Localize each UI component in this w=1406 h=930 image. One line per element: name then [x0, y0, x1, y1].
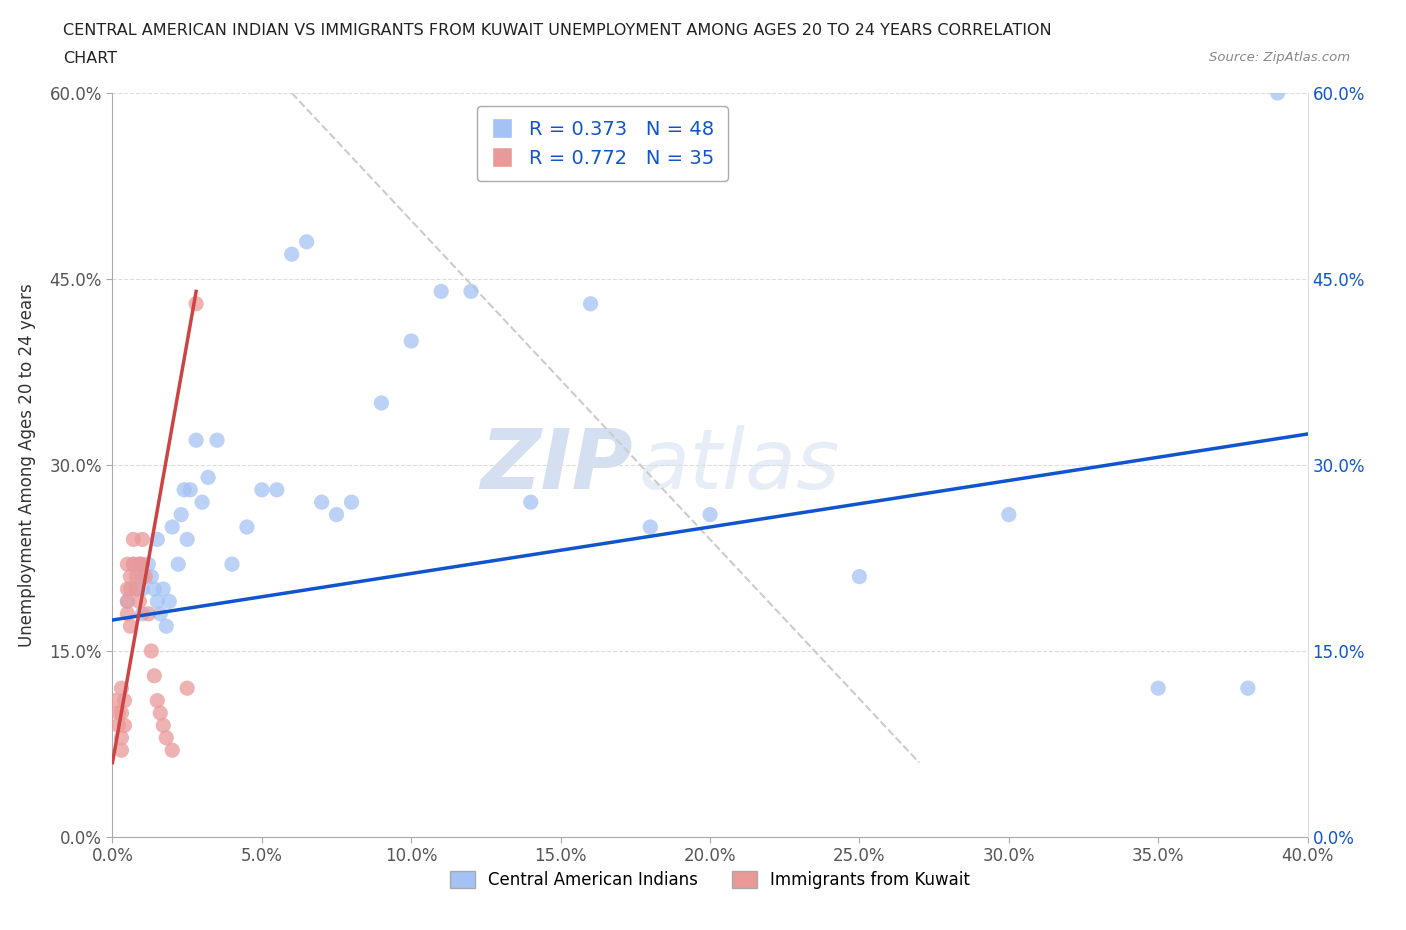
Point [125, 569, 148, 584]
Point [370, 395, 392, 410]
Point [141, 569, 163, 584]
Point [149, 706, 172, 721]
Point [110, 681, 132, 696]
Point [120, 618, 142, 633]
Point [117, 557, 139, 572]
Point [266, 483, 288, 498]
Point [114, 693, 135, 708]
Point [157, 594, 180, 609]
Point [236, 520, 259, 535]
Point [340, 495, 363, 510]
Point [173, 483, 195, 498]
Point [176, 681, 198, 696]
Point [143, 581, 166, 596]
Y-axis label: Unemployment Among Ages 20 to 24 years: Unemployment Among Ages 20 to 24 years [18, 283, 35, 647]
Point [117, 606, 139, 621]
Point [114, 718, 135, 733]
Point [134, 569, 156, 584]
Point [998, 507, 1021, 522]
Point [162, 520, 183, 535]
Point [179, 483, 201, 498]
Text: Source: ZipAtlas.com: Source: ZipAtlas.com [1209, 51, 1350, 64]
Point [460, 284, 482, 299]
Point [295, 234, 318, 249]
Point [131, 569, 153, 584]
Point [117, 594, 139, 609]
Point [311, 495, 333, 510]
Point [125, 581, 148, 596]
Point [221, 557, 243, 572]
Text: ZIP: ZIP [479, 424, 633, 506]
Point [848, 569, 870, 584]
Point [141, 644, 163, 658]
Point [281, 246, 304, 261]
Point [430, 284, 453, 299]
Point [205, 432, 228, 447]
Point [170, 507, 193, 522]
Point [110, 730, 132, 745]
Point [155, 730, 177, 745]
Point [146, 594, 169, 609]
Point [131, 557, 153, 572]
Point [122, 557, 145, 572]
Text: atlas: atlas [638, 424, 839, 506]
Point [640, 520, 662, 535]
Point [131, 581, 153, 596]
Point [1147, 681, 1170, 696]
Point [152, 581, 174, 596]
Point [120, 581, 142, 596]
Point [107, 718, 129, 733]
Point [122, 557, 145, 572]
Point [250, 483, 273, 498]
Point [146, 532, 169, 547]
Point [520, 495, 543, 510]
Point [104, 693, 127, 708]
Point [110, 706, 132, 721]
Point [176, 532, 198, 547]
Point [149, 606, 172, 621]
Point [155, 618, 177, 633]
Text: CHART: CHART [63, 51, 117, 66]
Point [325, 507, 347, 522]
Point [1267, 86, 1289, 100]
Text: CENTRAL AMERICAN INDIAN VS IMMIGRANTS FROM KUWAIT UNEMPLOYMENT AMONG AGES 20 TO : CENTRAL AMERICAN INDIAN VS IMMIGRANTS FR… [63, 23, 1052, 38]
Point [162, 743, 183, 758]
Point [1237, 681, 1260, 696]
Point [167, 557, 190, 572]
Point [107, 706, 129, 721]
Point [117, 581, 139, 596]
Point [110, 743, 132, 758]
Point [125, 581, 148, 596]
Point [186, 297, 208, 312]
Point [131, 532, 153, 547]
Point [131, 606, 153, 621]
Point [128, 594, 150, 609]
Point [128, 557, 150, 572]
Point [152, 718, 174, 733]
Point [128, 557, 150, 572]
Point [191, 495, 214, 510]
Point [143, 669, 166, 684]
Point [579, 297, 602, 312]
Point [120, 569, 142, 584]
Point [138, 557, 160, 572]
Point [146, 693, 169, 708]
Point [401, 334, 423, 349]
Point [117, 594, 139, 609]
Point [186, 432, 208, 447]
Point [122, 532, 145, 547]
Point [699, 507, 721, 522]
Point [197, 470, 219, 485]
Legend: Central American Indians, Immigrants from Kuwait: Central American Indians, Immigrants fro… [443, 864, 977, 896]
Point [138, 606, 160, 621]
